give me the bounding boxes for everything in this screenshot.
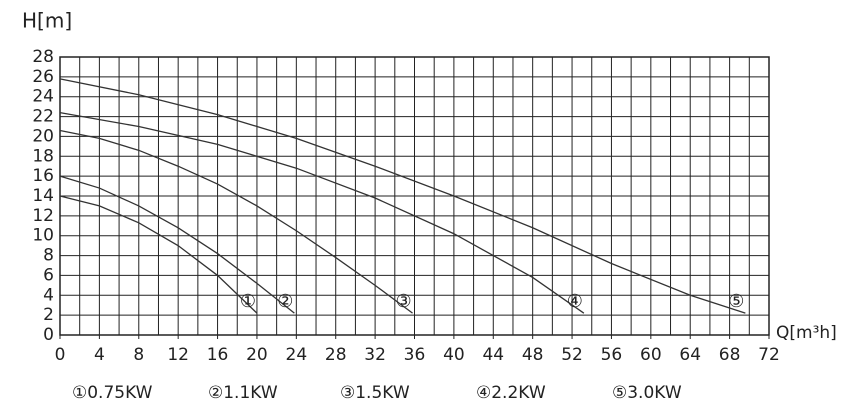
curve-marker: ⑤ xyxy=(728,291,744,312)
curve-marker: ④ xyxy=(567,291,583,312)
x-tick-label: 8 xyxy=(133,345,144,365)
x-tick-label: 68 xyxy=(719,345,741,365)
legend-entry: ③1.5KW xyxy=(340,383,410,403)
x-tick-label: 4 xyxy=(94,345,105,365)
y-tick-label: 28 xyxy=(32,47,54,67)
y-tick-label: 0 xyxy=(43,325,54,345)
legend-entry: ④2.2KW xyxy=(476,383,546,403)
x-tick-label: 44 xyxy=(482,345,504,365)
y-tick-label: 26 xyxy=(32,67,54,87)
x-tick-label: 24 xyxy=(286,345,308,365)
curve xyxy=(59,195,258,314)
x-tick-label: 20 xyxy=(246,345,268,365)
curve xyxy=(59,78,746,314)
y-axis-label: H[m] xyxy=(22,9,72,33)
curve-marker: ② xyxy=(277,291,293,312)
x-tick-label: 60 xyxy=(640,345,662,365)
curve-marker: ③ xyxy=(395,291,411,312)
y-tick-label: 18 xyxy=(32,146,54,166)
legend-entry: ②1.1KW xyxy=(208,383,278,403)
x-axis-label: Q[m³h] xyxy=(776,323,837,343)
x-tick-label: 32 xyxy=(364,345,386,365)
y-tick-label: 8 xyxy=(43,246,54,266)
y-tick-label: 2 xyxy=(43,305,54,325)
x-tick-label: 64 xyxy=(679,345,701,365)
y-tick-label: 12 xyxy=(32,206,54,226)
x-tick-label: 16 xyxy=(207,345,229,365)
y-tick-label: 20 xyxy=(32,126,54,146)
curve xyxy=(59,175,295,314)
x-tick-label: 72 xyxy=(758,345,780,365)
y-tick-label: 24 xyxy=(32,87,54,107)
y-tick-label: 6 xyxy=(43,265,54,285)
curve xyxy=(59,111,585,314)
x-tick-label: 28 xyxy=(325,345,347,365)
curve-marker: ① xyxy=(240,291,256,312)
y-tick-label: 14 xyxy=(32,186,54,206)
x-tick-label: 12 xyxy=(167,345,189,365)
x-tick-label: 52 xyxy=(561,345,583,365)
y-tick-label: 4 xyxy=(43,285,54,305)
y-tick-label: 10 xyxy=(32,226,54,246)
x-tick-label: 0 xyxy=(55,345,66,365)
y-tick-label: 22 xyxy=(32,107,54,127)
x-tick-label: 36 xyxy=(404,345,426,365)
legend-entry: ①0.75KW xyxy=(72,383,153,403)
legend-entry: ⑤3.0KW xyxy=(612,383,682,403)
curve xyxy=(59,129,413,314)
x-tick-label: 40 xyxy=(443,345,465,365)
x-tick-label: 56 xyxy=(601,345,623,365)
y-tick-label: 16 xyxy=(32,166,54,186)
x-tick-label: 48 xyxy=(522,345,544,365)
